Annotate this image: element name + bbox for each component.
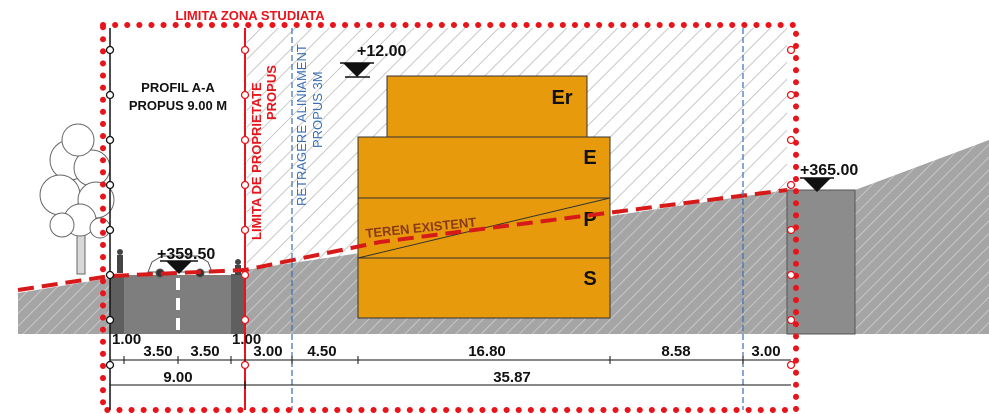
left-limit-markers xyxy=(105,28,115,410)
floor-label-p: P xyxy=(583,209,596,231)
elevation-right-label: +365.00 xyxy=(800,162,858,179)
elevation-marker-top xyxy=(340,62,374,78)
dim-lane-left: 3.50 xyxy=(143,343,172,360)
sidewalk-left xyxy=(110,274,124,334)
dimension-ticks xyxy=(123,356,744,389)
profile-label-line1: PROFIL A-A xyxy=(141,80,215,95)
dim-300-b: 3.00 xyxy=(751,343,780,360)
terrain-left xyxy=(18,278,110,334)
right-limit-markers xyxy=(786,45,796,370)
dim-total-road: 9.00 xyxy=(163,369,192,386)
dim-450: 4.50 xyxy=(307,343,336,360)
study-zone-title: LIMITA ZONA STUDIATA xyxy=(175,8,325,23)
pedestrian-left xyxy=(117,249,123,273)
property-limit-label: LIMITA DE PROPRIETATE xyxy=(249,82,264,240)
dim-300-a: 3.00 xyxy=(253,343,282,360)
dim-1680: 16.80 xyxy=(468,343,506,360)
terrain-right xyxy=(855,140,989,334)
building xyxy=(357,75,611,319)
dim-total-site: 35.87 xyxy=(493,369,531,386)
dim-858: 8.58 xyxy=(661,343,690,360)
floor-e xyxy=(357,136,611,199)
elevation-top-label: +12.00 xyxy=(357,43,406,60)
floor-er xyxy=(386,75,588,138)
dim-lane-right: 3.50 xyxy=(190,343,219,360)
floor-s xyxy=(357,257,611,319)
profile-label-line2: PROPUS 9.00 M xyxy=(129,98,227,113)
property-limit-markers xyxy=(240,45,250,370)
property-limit-label-2: PROPUS xyxy=(264,65,279,120)
floor-label-er: Er xyxy=(551,87,572,109)
dim-sidewalk-left: 1.00 xyxy=(112,331,141,348)
floor-label-e: E xyxy=(583,147,596,169)
floor-label-s: S xyxy=(583,268,596,290)
elevation-road-label: +359.50 xyxy=(157,246,215,263)
elevation-marker-road xyxy=(160,260,198,274)
pedestrian-right xyxy=(235,259,241,275)
study-zone-boundary xyxy=(100,22,799,413)
setback-label-2: PROPUS 3M xyxy=(310,71,325,148)
sidewalk-right xyxy=(231,274,245,334)
setback-label: RETRAGERE ALINIAMENT xyxy=(294,44,309,206)
dim-sidewalk-right: 1.00 xyxy=(232,331,261,348)
elevation-marker-right xyxy=(800,177,834,192)
